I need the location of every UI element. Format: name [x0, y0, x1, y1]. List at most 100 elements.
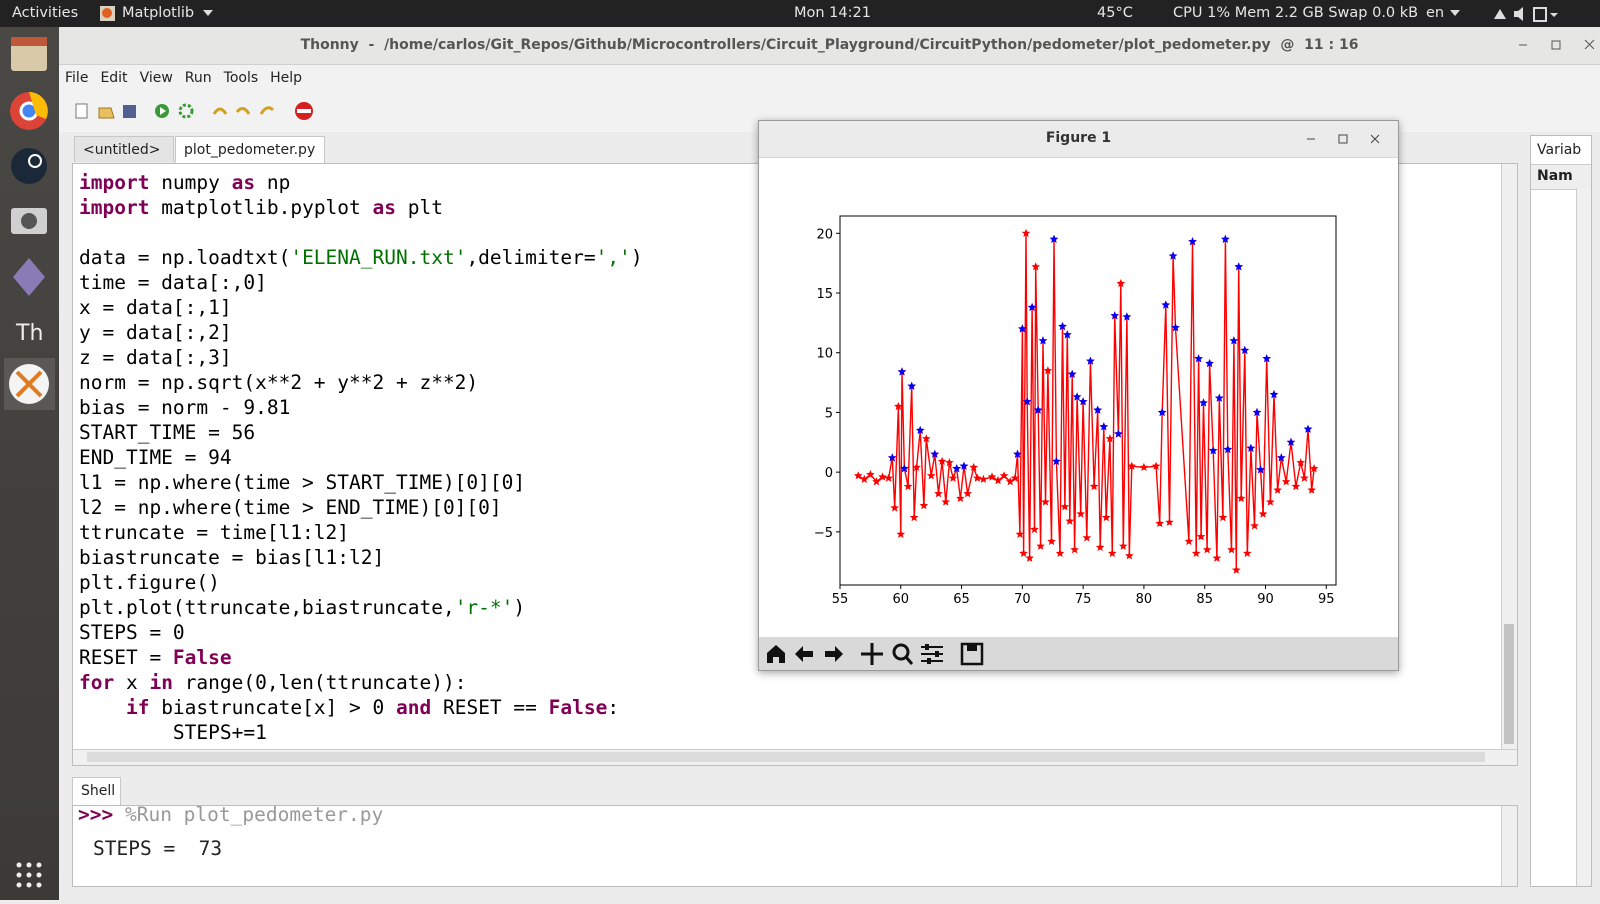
data-point [1277, 453, 1286, 462]
data-point [1262, 354, 1271, 363]
data-point [1116, 279, 1126, 288]
data-point [969, 462, 978, 471]
code-token: plt.figure() [79, 571, 220, 594]
data-point [1063, 330, 1072, 339]
data-point [926, 471, 936, 480]
shell[interactable]: >>> %Run plot_pedometer.py STEPS = 73 [72, 803, 1518, 887]
code-line: for x in range(0,len(ttruncate)): [79, 670, 643, 695]
language[interactable]: en [1426, 5, 1445, 21]
x-tick-label: 80 [1136, 592, 1153, 607]
code-line: if biastruncate[x] > 0 and RESET == Fals… [79, 695, 643, 720]
data-point [872, 477, 881, 486]
data-point [1058, 322, 1067, 331]
code-line: x = data[:,1] [79, 295, 643, 320]
vertical-scrollbar[interactable] [1501, 164, 1517, 750]
status-icons[interactable] [1490, 5, 1590, 23]
code-line: import numpy as np [79, 170, 643, 195]
activities[interactable]: Activities [12, 5, 79, 21]
x-tick-label: 65 [953, 592, 970, 607]
data-point [1168, 251, 1178, 260]
data-point [1291, 482, 1301, 491]
data-point [1273, 485, 1282, 494]
code-token: l2 = np.where(time > END_TIME)[0][0] [79, 496, 502, 519]
data-point [860, 474, 869, 483]
vertical-scrollbar[interactable] [1576, 188, 1591, 886]
data-point [1215, 393, 1224, 402]
code-line: plt.figure() [79, 570, 643, 595]
code-token: ) [513, 596, 526, 619]
scroll-thumb[interactable] [87, 752, 1485, 762]
menu-item[interactable]: View [139, 70, 173, 86]
figure-toolbar-icons[interactable] [759, 637, 1019, 670]
window-controls[interactable] [1299, 129, 1394, 149]
y-tick-label: −5 [814, 526, 833, 541]
data-point [1218, 513, 1228, 522]
figure-toolbar [759, 637, 1398, 670]
data-point [945, 458, 954, 467]
code-token: False [548, 696, 608, 719]
data-point [963, 489, 972, 498]
menu-item[interactable]: Help [270, 70, 303, 86]
data-point [1184, 536, 1194, 546]
dock-icons[interactable]: Th [0, 27, 59, 900]
app-menu[interactable]: Matplotlib [122, 5, 195, 21]
toolbar-icons[interactable] [59, 92, 359, 132]
data-point [1157, 407, 1167, 417]
data-point [1246, 443, 1256, 452]
data-point [1229, 336, 1239, 345]
window-title: Thonny - /home/carlos/Git_Repos/Github/M… [300, 37, 1359, 53]
window-controls[interactable] [1509, 35, 1599, 55]
system-monitor: CPU 1% Mem 2.2 GB Swap 0.0 kB [1173, 5, 1419, 21]
data-point [1161, 300, 1171, 309]
data-point [1307, 485, 1316, 494]
data-point [1078, 397, 1088, 406]
data-point [1041, 497, 1050, 506]
tab-label: <untitled> [83, 142, 161, 158]
data-point [1108, 548, 1117, 557]
menu-item[interactable]: Tools [223, 70, 259, 86]
top-bar: Activities Matplotlib Mon 14:21 45°C CPU… [0, 0, 1600, 27]
shell-tab[interactable]: Shell [72, 777, 121, 805]
code-line: l2 = np.where(time > END_TIME)[0][0] [79, 495, 643, 520]
menu-item[interactable]: Edit [100, 70, 128, 86]
variables-panel: Variab Nam [1530, 135, 1592, 887]
code-token: if [125, 696, 150, 719]
data-point [1025, 553, 1034, 562]
menu-bar: File Edit View Run Tools Help [59, 65, 1600, 92]
data-point [1019, 548, 1028, 557]
data-point [1052, 456, 1061, 465]
figure-window: Figure 1 55 60 65 70 75 80 85 90 95 −5 0 5 10 15 20 [758, 120, 1399, 671]
scroll-thumb[interactable] [1504, 624, 1514, 744]
thonny-glyph: Th [15, 321, 43, 346]
data-point [1300, 473, 1309, 482]
data-point [1205, 359, 1214, 368]
code-token: data = np.loadtxt( [79, 246, 291, 269]
menu-item[interactable]: Run [184, 70, 212, 86]
data-point [1021, 228, 1031, 237]
clock[interactable]: Mon 14:21 [794, 5, 871, 21]
data-point [1095, 542, 1105, 551]
horizontal-scrollbar[interactable] [73, 749, 1517, 765]
x-tick-label: 95 [1318, 592, 1335, 607]
data-point [1286, 437, 1296, 446]
data-point [1256, 465, 1265, 474]
data-point [1296, 458, 1305, 467]
data-point [1027, 302, 1037, 311]
data-point [1139, 462, 1149, 471]
editor-tab-active[interactable]: plot_pedometer.py [175, 136, 325, 164]
data-point [1234, 262, 1243, 271]
data-point [1208, 446, 1218, 455]
data-point [1005, 477, 1015, 486]
code-token: biastruncate = bias[l1:l2] [79, 546, 385, 569]
code-token: : [607, 696, 620, 719]
menu-item[interactable]: File [65, 70, 89, 86]
panel-title: Variab [1537, 142, 1582, 158]
data-point [1191, 548, 1201, 557]
code-token: y = data[:,2] [79, 321, 232, 344]
data-point [979, 474, 988, 483]
editor-tab[interactable]: <untitled> [74, 136, 174, 162]
vertical-scrollbar[interactable] [1501, 806, 1517, 886]
code-token: x = data[:,1] [79, 296, 232, 319]
data-point [930, 449, 940, 458]
